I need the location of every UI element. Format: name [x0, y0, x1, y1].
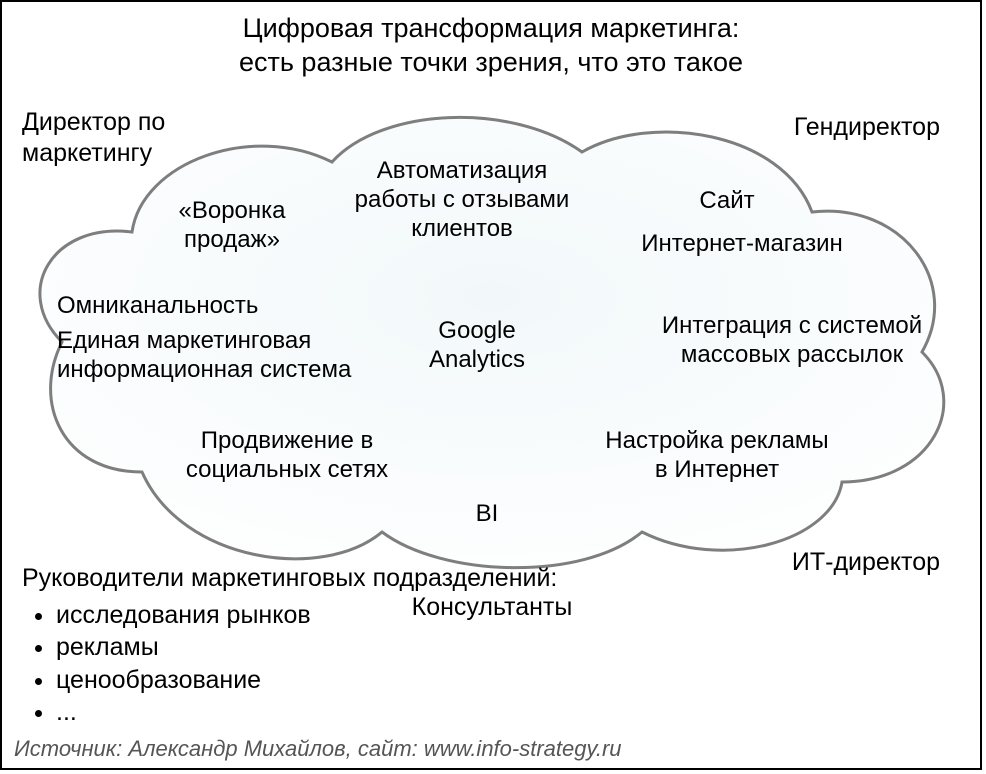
title-line2: есть разные точки зрения, что это такое — [239, 47, 743, 77]
stakeholder-marketing-heads: Руководители маркетинговых подразделений… — [22, 562, 557, 729]
term-omnichannel: Омниканальность — [57, 292, 317, 321]
term-eshop: Интернет-магазин — [622, 230, 862, 259]
list-item: рекламы — [56, 631, 557, 664]
diagram-frame: Цифровая трансформация маркетинга: есть … — [0, 0, 982, 770]
source-attribution: Источник: Александр Михайлов, сайт: www.… — [14, 736, 622, 762]
term-unified-system: Единая маркетинговая информационная сист… — [57, 327, 387, 385]
list-item: исследования рынков — [56, 599, 557, 632]
term-internet-ads: Настройка рекламы в Интернет — [582, 427, 852, 485]
list-item: ... — [56, 696, 557, 729]
term-mass-mail-integration: Интеграция с системой массовых рассылок — [642, 312, 942, 370]
title-line1: Цифровая трансформация маркетинга: — [243, 13, 740, 43]
term-website: Сайт — [667, 187, 787, 216]
term-bi: BI — [457, 500, 517, 529]
term-google-analytics: Google Analytics — [412, 317, 542, 375]
term-sales-funnel: «Воронка продаж» — [157, 197, 307, 255]
diagram-title: Цифровая трансформация маркетинга: есть … — [2, 12, 980, 80]
marketing-heads-header: Руководители маркетинговых подразделений… — [22, 562, 557, 595]
list-item: ценообразование — [56, 664, 557, 697]
term-social-promo: Продвижение в социальных сетях — [162, 427, 412, 485]
marketing-heads-list: исследования рынков рекламы ценообразова… — [22, 599, 557, 729]
term-reviews-automation: Автоматизация работы с отзывами клиентов — [332, 157, 592, 243]
